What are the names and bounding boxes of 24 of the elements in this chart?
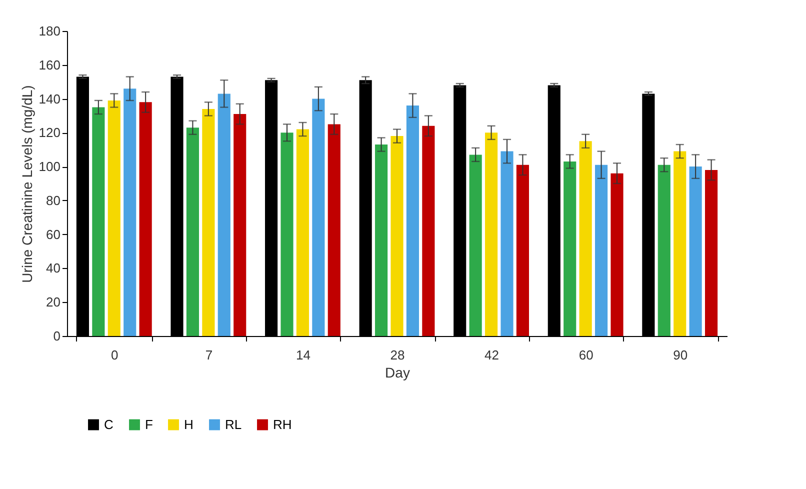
legend-label: H (184, 416, 194, 432)
x-tick-label: 14 (296, 348, 310, 362)
legend-label: RH (273, 416, 292, 432)
y-tick-label: 80 (46, 192, 60, 208)
x-tick-label: 42 (484, 348, 500, 362)
y-tick-label: 40 (46, 260, 60, 276)
y-axis-title: Urine Creatinine Levels (mg/dL) (18, 85, 35, 283)
y-tick-label: 180 (38, 24, 60, 38)
x-tick-label: 28 (390, 348, 405, 362)
y-tick-label: 120 (38, 125, 60, 140)
legend-label: C (104, 416, 114, 432)
x-axis-title: Day (385, 364, 410, 380)
x-tick-label: 7 (205, 348, 213, 362)
y-tick-label: 100 (38, 159, 60, 174)
y-tick-label: 20 (46, 294, 60, 310)
x-tick-label: 0 (111, 348, 118, 362)
y-tick-label: 140 (38, 91, 60, 106)
legend-label: RL (225, 416, 242, 432)
y-tick-label: 60 (46, 226, 60, 242)
x-tick-label: 60 (578, 348, 594, 362)
y-tick-label: 0 (53, 328, 60, 344)
x-tick-label: 90 (673, 348, 688, 362)
y-tick-label: 160 (38, 57, 60, 72)
legend-label: F (145, 416, 153, 432)
